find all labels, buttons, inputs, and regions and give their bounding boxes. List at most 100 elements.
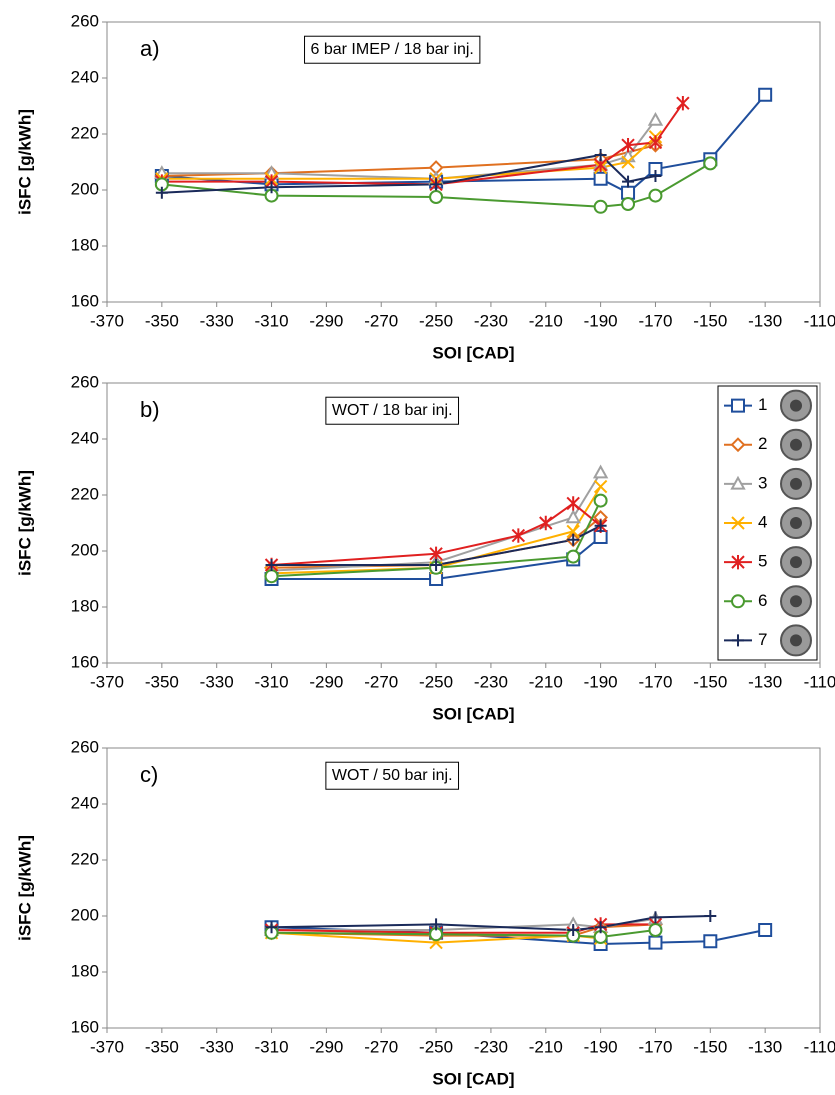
x-tick-label: -290 xyxy=(309,672,343,691)
marker xyxy=(592,464,609,479)
y-tick-label: 200 xyxy=(71,905,99,924)
marker xyxy=(593,199,608,214)
x-tick-label: -110 xyxy=(804,311,835,330)
marker xyxy=(594,921,607,934)
marker xyxy=(622,175,635,188)
marker xyxy=(649,170,662,182)
y-axis-label: iSFC [g/kWh] xyxy=(15,109,34,215)
x-tick-label: -310 xyxy=(255,311,289,330)
x-tick-label: -250 xyxy=(419,1037,453,1056)
legend: 1 2 3 4 5 6 7 xyxy=(717,385,818,661)
y-tick-label: 180 xyxy=(71,961,99,980)
nozzle-image-center xyxy=(790,477,802,490)
marker xyxy=(593,171,608,186)
panel: 160 180 200 220 240 260 -370 -350 -330 -310 -290 -2… xyxy=(15,11,835,362)
x-tick-label: -150 xyxy=(693,311,727,330)
x-tick-label: -270 xyxy=(364,311,398,330)
x-axis-label: SOI [CAD] xyxy=(432,1069,514,1088)
panel: 160 180 200 220 240 260 -370 -350 -330 -310 -290 -2… xyxy=(15,737,835,1088)
nozzle-image-center xyxy=(790,517,802,529)
x-tick-label: -310 xyxy=(255,1037,289,1056)
y-tick-label: 180 xyxy=(71,235,99,254)
nozzle-image-center xyxy=(790,438,802,451)
panel-label: b) xyxy=(140,397,160,422)
y-tick-label: 260 xyxy=(71,11,99,30)
y-tick-label: 260 xyxy=(71,372,99,391)
legend-marker xyxy=(731,594,745,609)
marker xyxy=(649,911,662,924)
panel-label: a) xyxy=(140,36,160,61)
marker xyxy=(430,178,443,191)
series-line xyxy=(271,472,602,572)
x-tick-label: -190 xyxy=(584,1037,618,1056)
marker xyxy=(593,493,608,508)
x-tick-label: -210 xyxy=(529,672,563,691)
x-tick-label: -210 xyxy=(529,1037,563,1056)
marker xyxy=(265,559,278,571)
marker xyxy=(567,924,580,936)
marker xyxy=(594,149,607,161)
y-tick-label: 220 xyxy=(71,123,99,142)
x-tick-label: -150 xyxy=(693,672,727,691)
marker xyxy=(567,533,580,546)
x-tick-label: -230 xyxy=(474,1037,508,1056)
x-tick-label: -210 xyxy=(529,311,563,330)
x-tick-label: -110 xyxy=(804,672,835,691)
plot-frame xyxy=(106,382,821,664)
series-line xyxy=(161,94,766,194)
y-tick-label: 160 xyxy=(71,1017,99,1036)
nozzle-image-center xyxy=(790,634,802,647)
x-tick-label: -350 xyxy=(145,672,179,691)
y-tick-label: 160 xyxy=(71,652,99,671)
x-tick-label: -330 xyxy=(200,311,234,330)
plot-frame xyxy=(106,747,821,1029)
legend-marker xyxy=(730,475,746,490)
series-line xyxy=(271,486,602,575)
x-tick-label: -290 xyxy=(309,1037,343,1056)
x-tick-label: -370 xyxy=(90,1037,124,1056)
x-tick-label: -290 xyxy=(309,311,343,330)
x-tick-label: -110 xyxy=(804,1037,835,1056)
marker xyxy=(648,935,663,950)
x-axis-label: SOI [CAD] xyxy=(432,343,514,362)
plot-frame xyxy=(106,21,821,303)
legend-label: 6 xyxy=(758,591,767,610)
legend-marker xyxy=(730,437,746,453)
marker xyxy=(758,87,773,102)
marker xyxy=(648,923,663,937)
marker xyxy=(265,181,278,194)
y-tick-label: 260 xyxy=(71,737,99,756)
x-tick-label: -130 xyxy=(748,1037,782,1056)
y-tick-label: 200 xyxy=(71,179,99,198)
marker xyxy=(566,524,580,539)
marker xyxy=(676,96,690,111)
marker xyxy=(264,569,279,584)
nozzle-image-center xyxy=(790,556,802,569)
marker xyxy=(430,559,443,571)
x-tick-label: -250 xyxy=(419,672,453,691)
x-tick-label: -170 xyxy=(638,311,672,330)
x-tick-label: -330 xyxy=(200,672,234,691)
marker xyxy=(648,162,663,176)
x-tick-label: -270 xyxy=(364,672,398,691)
y-axis-label: iSFC [g/kWh] xyxy=(15,835,34,941)
marker xyxy=(565,509,581,524)
marker xyxy=(648,135,663,150)
y-tick-label: 160 xyxy=(71,291,99,310)
marker xyxy=(593,479,608,494)
x-tick-label: -190 xyxy=(584,672,618,691)
marker xyxy=(511,528,526,543)
marker xyxy=(621,155,635,169)
series-line xyxy=(161,119,657,180)
x-tick-label: -190 xyxy=(584,311,618,330)
title-box xyxy=(304,35,481,64)
marker xyxy=(621,197,636,211)
marker xyxy=(429,190,444,204)
series-line xyxy=(161,144,656,177)
y-tick-label: 240 xyxy=(71,793,99,812)
title-box xyxy=(325,396,460,425)
nozzle-image-center xyxy=(790,595,802,608)
y-tick-label: 220 xyxy=(71,849,99,868)
marker xyxy=(703,934,718,949)
legend-label: 5 xyxy=(758,552,767,571)
